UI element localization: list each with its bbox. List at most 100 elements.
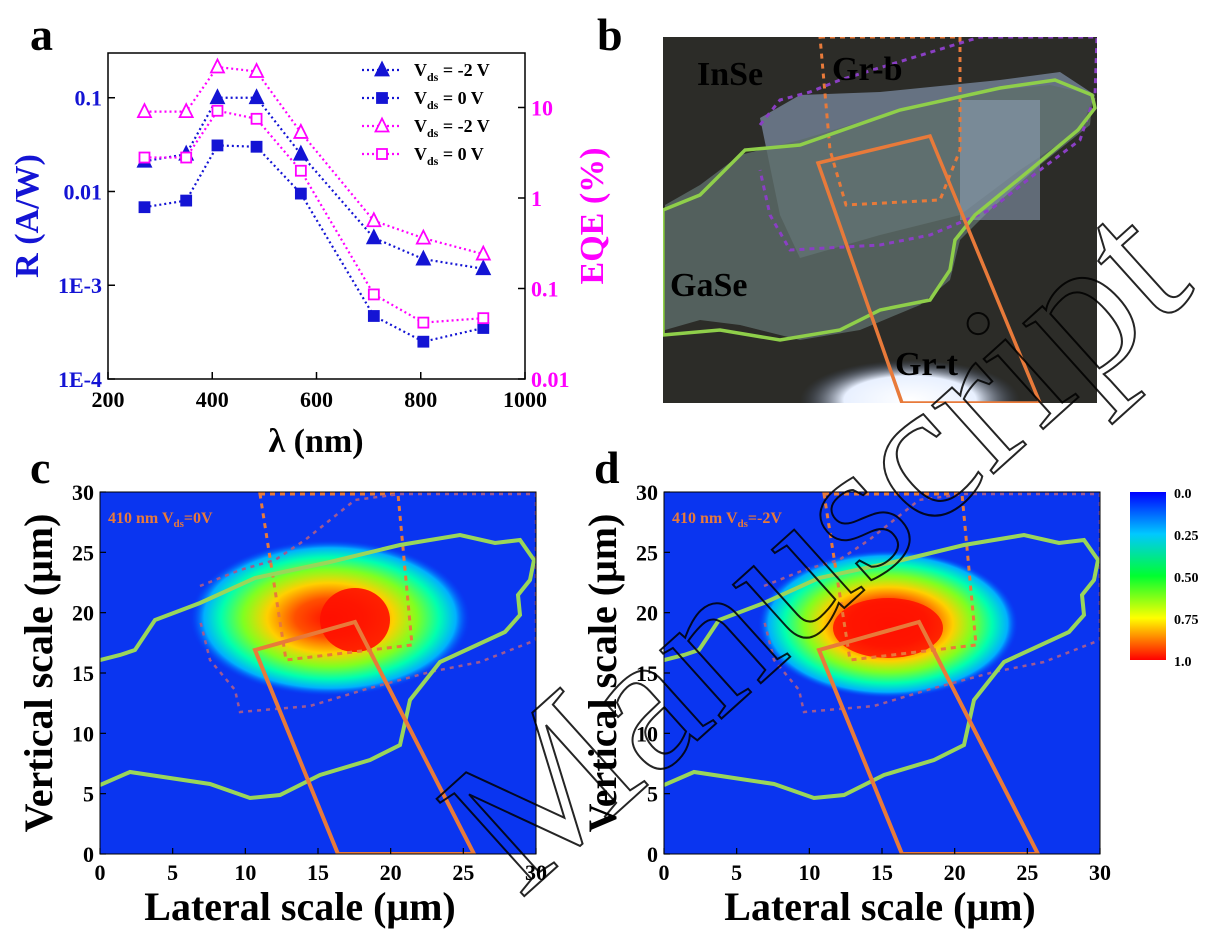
data-point <box>477 312 490 325</box>
annotation-c: 410 nm Vds=0V <box>108 510 213 530</box>
data-point <box>178 102 195 119</box>
data-point <box>475 259 492 276</box>
y-tick-label-right: 10 <box>531 95 553 120</box>
panel-label-b: b <box>597 9 623 60</box>
y-tick-label: 25 <box>636 540 658 565</box>
data-point <box>374 60 390 77</box>
legend-label: Vds = 0 V <box>414 144 484 168</box>
legend-label: Vds = 0 V <box>414 88 484 112</box>
y-tick-label: 15 <box>636 661 658 686</box>
y-tick-label: 25 <box>72 540 94 565</box>
data-point <box>415 249 432 266</box>
data-point <box>248 61 265 78</box>
x-tick-label: 0 <box>95 860 106 885</box>
data-point <box>477 322 490 334</box>
data-point <box>211 104 224 117</box>
panel-label-a: a <box>30 9 53 60</box>
x-tick-label: 20 <box>944 860 966 885</box>
colorbar-tick-label: 0.25 <box>1174 529 1199 544</box>
gr-t-outline <box>252 619 477 854</box>
series-line <box>144 109 484 324</box>
inse-label: InSe <box>697 56 763 93</box>
x-axis-title-a: λ (nm) <box>268 423 363 460</box>
data-point <box>475 244 492 261</box>
x-tick-label: 10 <box>234 860 256 885</box>
inse-outline <box>762 492 1100 714</box>
y-tick-label: 20 <box>72 601 94 626</box>
y-tick-label: 30 <box>72 480 94 505</box>
y-axis-title-c: Vertical scale (μm) <box>16 514 61 833</box>
photocurrent-peak-d <box>833 598 943 658</box>
colorbar-tick-label: 0.50 <box>1174 571 1199 586</box>
gr-b-outline <box>258 492 414 662</box>
data-point <box>365 211 382 228</box>
data-point <box>180 194 193 207</box>
data-point <box>365 228 382 245</box>
y-axis-title-d: Vertical scale (μm) <box>580 514 625 833</box>
annotation-d: 410 nm Vds=-2V <box>672 510 782 530</box>
inse-outline <box>758 37 1097 252</box>
colorbar-tick-label: 1.0 <box>1174 655 1192 670</box>
legend-label: Vds = -2 V <box>414 116 490 140</box>
gr-b-label: Gr-b <box>832 51 903 88</box>
panel-label-c: c <box>30 442 50 493</box>
y-tick-label: 10 <box>72 721 94 746</box>
x-tick-label: 5 <box>731 860 742 885</box>
panel-b-micrograph: InSe Gr-b GaSe Gr-t <box>663 37 1097 403</box>
gr-t-outline <box>815 133 1042 403</box>
gase-outline <box>100 532 536 801</box>
x-tick-label: 25 <box>452 860 474 885</box>
colorbar-tick-label: 0.75 <box>1174 613 1199 628</box>
series-line <box>144 65 484 256</box>
y-tick-label: 20 <box>636 601 658 626</box>
x-tick-label: 20 <box>380 860 402 885</box>
colorbar-gradient <box>1130 492 1166 660</box>
data-point <box>367 310 380 322</box>
panel-c-heatmap: 0 5 10 15 20 25 30 0 5 10 15 20 25 30 410 nm Vds=0V V… <box>16 480 547 929</box>
gr-t-outline <box>816 619 1041 854</box>
y-tick-label: 0 <box>83 842 94 867</box>
series-line <box>144 96 484 270</box>
y-tick-label: 10 <box>636 721 658 746</box>
data-point <box>376 92 388 104</box>
y-tick-label: 30 <box>636 480 658 505</box>
y-tick-label: 15 <box>72 661 94 686</box>
y-tick-label-left: 0.1 <box>75 86 103 111</box>
data-point <box>248 88 265 105</box>
panel-a-plot: 1E-4 1E-3 0.01 0.1 0.01 0.1 1 10 200 400 600 800 1… <box>9 52 611 460</box>
bright-spot <box>800 360 1020 403</box>
data-point <box>417 316 430 329</box>
gase-outline <box>663 78 1097 342</box>
y-axis-title-right: EQE (%) <box>574 148 611 285</box>
x-tick-label: 30 <box>525 860 547 885</box>
series-line <box>144 144 484 343</box>
bright-region <box>960 100 1040 220</box>
x-axis-title-c: Lateral scale (μm) <box>144 884 455 929</box>
colorbar-tick-label: 0.0 <box>1174 487 1192 502</box>
data-point <box>292 122 309 139</box>
y-tick-label-right: 1 <box>531 186 542 211</box>
data-point <box>367 288 380 301</box>
y-tick-label-left: 1E-4 <box>58 367 102 392</box>
panel-label-d: d <box>594 442 620 493</box>
x-tick-label-a: 1000 <box>503 387 547 412</box>
y-tick-label: 5 <box>647 782 658 807</box>
data-point <box>209 57 226 74</box>
data-point <box>209 88 226 105</box>
data-point <box>417 335 430 348</box>
x-tick-label: 5 <box>167 860 178 885</box>
data-point <box>415 228 432 245</box>
data-point <box>250 140 263 153</box>
data-point <box>292 144 309 161</box>
data-point <box>180 151 193 164</box>
x-tick-label: 0 <box>659 860 670 885</box>
data-point <box>138 151 151 164</box>
colorbar: 0.0 0.25 0.50 0.75 1.0 <box>1130 487 1199 670</box>
data-point <box>374 116 390 133</box>
x-tick-label-a: 800 <box>404 387 437 412</box>
y-tick-label-left: 0.01 <box>64 179 103 204</box>
y-tick-label: 5 <box>83 782 94 807</box>
x-tick-label: 25 <box>1016 860 1038 885</box>
